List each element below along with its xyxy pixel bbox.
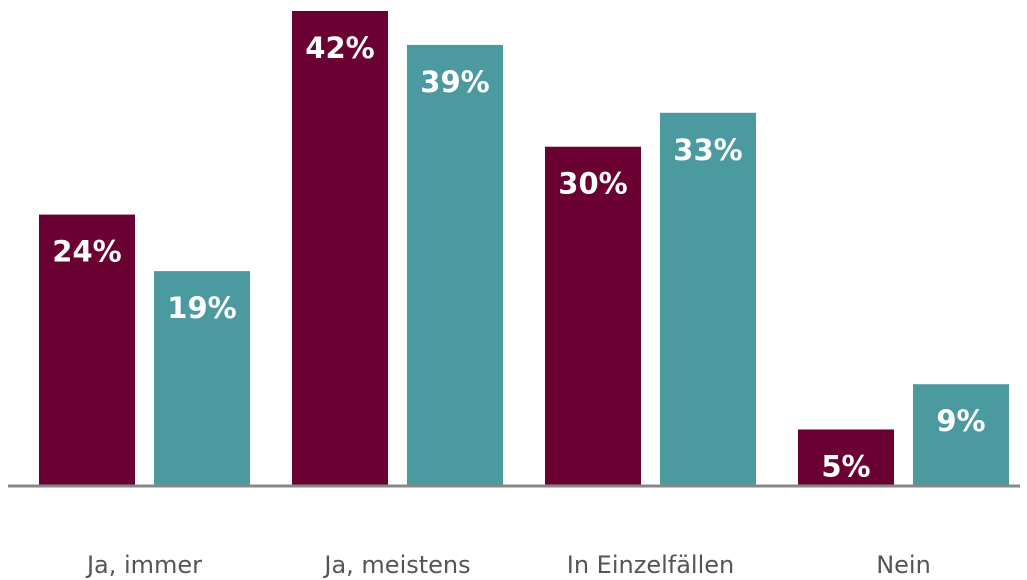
bar xyxy=(407,44,503,487)
bar xyxy=(913,384,1009,486)
x-tick-label: Nein xyxy=(876,551,931,579)
x-tick-label: Ja, immer xyxy=(85,551,202,579)
bar xyxy=(154,271,250,486)
bar xyxy=(545,146,641,486)
data-label: 9% xyxy=(936,404,985,438)
data-label: 24% xyxy=(52,235,121,269)
data-label: 42% xyxy=(305,31,374,65)
data-label: 33% xyxy=(673,133,742,167)
data-label: 30% xyxy=(558,167,627,201)
data-label: 39% xyxy=(420,65,489,99)
x-tick-label: In Einzelfällen xyxy=(567,551,734,579)
x-tick-label: Ja, meistens xyxy=(322,551,470,579)
bar xyxy=(292,11,388,486)
data-label: 5% xyxy=(821,449,870,483)
data-label: 19% xyxy=(167,291,236,325)
bar xyxy=(39,214,135,487)
bar xyxy=(660,112,756,487)
bar xyxy=(798,429,894,486)
